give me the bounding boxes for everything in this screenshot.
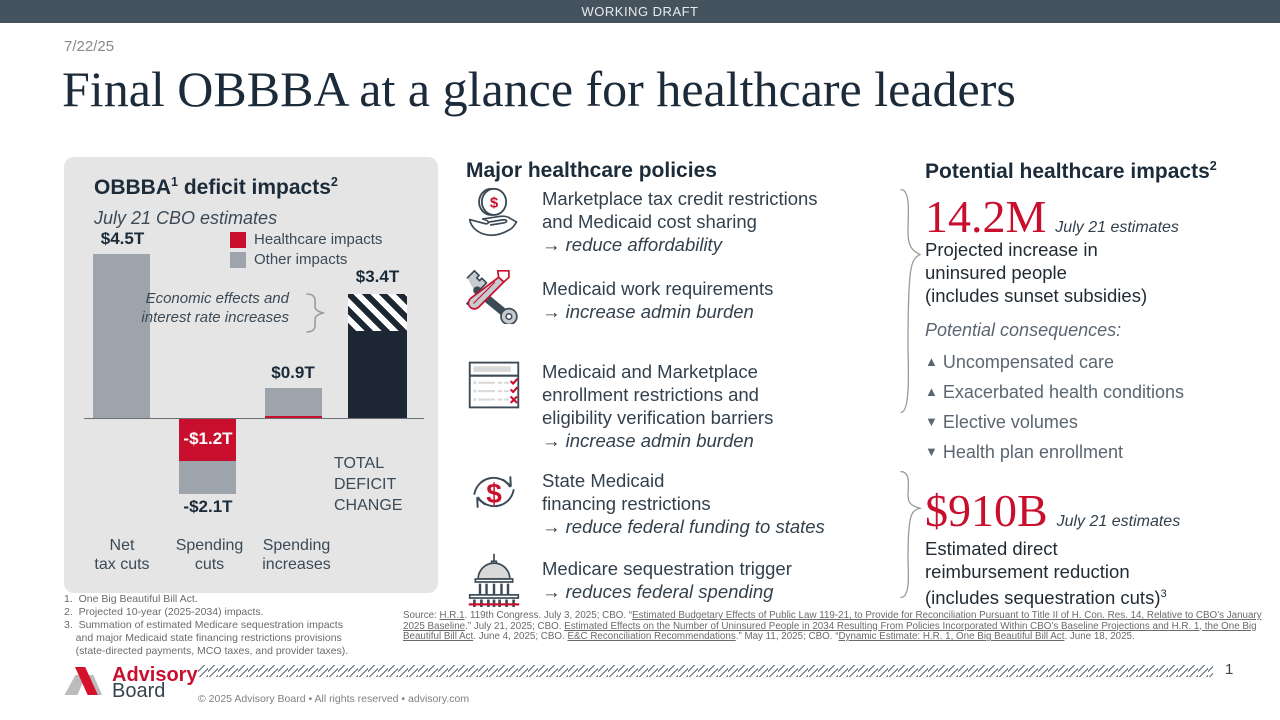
svg-text:$: $ bbox=[490, 194, 499, 211]
svg-text:$: $ bbox=[486, 478, 502, 509]
svg-text:Board: Board bbox=[112, 680, 165, 698]
